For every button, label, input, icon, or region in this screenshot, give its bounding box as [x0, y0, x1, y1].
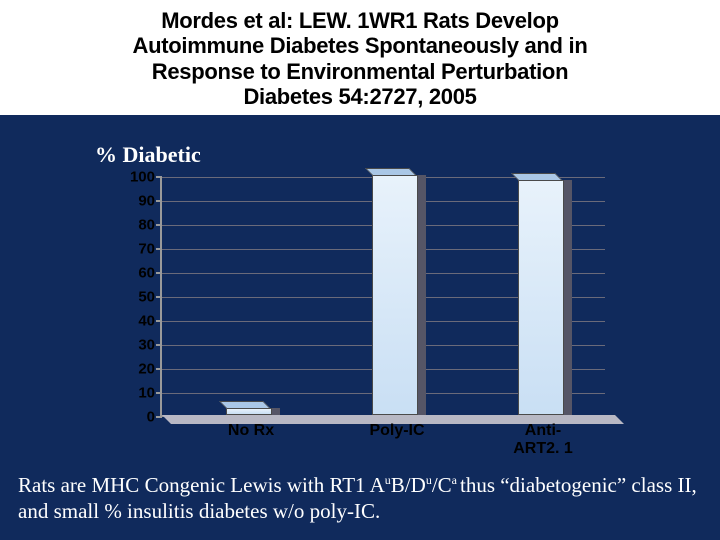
- title-line-4: Diabetes 54:2727, 2005: [2, 84, 718, 109]
- bar-chart: 0102030405060708090100No RxPoly-ICAnti-A…: [105, 172, 615, 452]
- y-axis-label: % Diabetic: [95, 142, 201, 168]
- y-tick-mark: [156, 200, 162, 202]
- x-category-label: No Rx: [228, 422, 274, 440]
- y-tick-label: 80: [105, 217, 155, 234]
- y-tick-mark: [156, 416, 162, 418]
- bar: [372, 175, 418, 415]
- footer-text: Rats are MHC Congenic Lewis with RT1 AuB…: [18, 472, 702, 525]
- bar: [518, 180, 564, 415]
- y-tick-label: 100: [105, 169, 155, 186]
- x-category-label: Poly-IC: [369, 422, 424, 440]
- y-tick-label: 0: [105, 409, 155, 426]
- footer-pre: Rats are MHC Congenic Lewis with RT1 A: [18, 473, 385, 497]
- y-tick-label: 90: [105, 193, 155, 210]
- bar: [226, 408, 272, 415]
- y-tick-mark: [156, 344, 162, 346]
- title-line-3: Response to Environmental Perturbation: [2, 59, 718, 84]
- y-tick-label: 10: [105, 385, 155, 402]
- y-tick-mark: [156, 224, 162, 226]
- footer-mid2: /C: [432, 473, 452, 497]
- y-tick-label: 50: [105, 289, 155, 306]
- title-line-2: Autoimmune Diabetes Spontaneously and in: [2, 33, 718, 58]
- footer-sup3: a: [452, 473, 460, 487]
- y-tick-label: 70: [105, 241, 155, 258]
- y-tick-mark: [156, 272, 162, 274]
- y-tick-mark: [156, 248, 162, 250]
- y-tick-mark: [156, 392, 162, 394]
- title-line-1: Mordes et al: LEW. 1WR1 Rats Develop: [2, 8, 718, 33]
- slide-title: Mordes et al: LEW. 1WR1 Rats Develop Aut…: [0, 0, 720, 115]
- y-tick-mark: [156, 368, 162, 370]
- plot-area: [160, 177, 605, 417]
- y-tick-label: 40: [105, 313, 155, 330]
- footer-mid1: B/D: [391, 473, 426, 497]
- y-tick-label: 60: [105, 265, 155, 282]
- y-tick-label: 30: [105, 337, 155, 354]
- y-tick-mark: [156, 176, 162, 178]
- y-tick-label: 20: [105, 361, 155, 378]
- y-tick-mark: [156, 296, 162, 298]
- x-category-label: Anti-ART2. 1: [507, 422, 579, 458]
- y-tick-mark: [156, 320, 162, 322]
